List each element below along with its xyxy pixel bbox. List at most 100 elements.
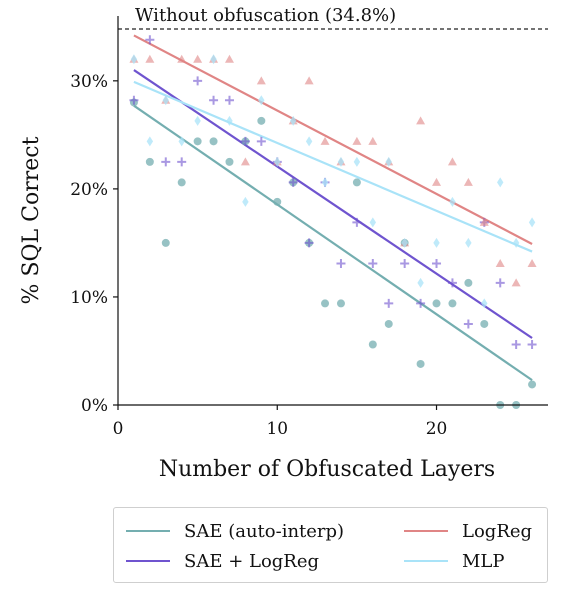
data-point	[400, 258, 410, 268]
legend-swatch	[126, 560, 170, 562]
data-point	[257, 116, 266, 125]
data-point	[336, 258, 346, 268]
data-point	[193, 137, 202, 146]
data-point	[210, 54, 217, 65]
data-point	[481, 298, 488, 309]
legend-item-sae-auto-interp: SAE (auto-interp)	[126, 518, 344, 544]
data-point	[320, 136, 330, 145]
data-point	[528, 217, 536, 228]
legend-swatch	[404, 560, 448, 562]
data-point	[369, 217, 377, 228]
data-point	[240, 157, 250, 166]
data-point	[129, 95, 139, 105]
fit-line-0	[133, 104, 533, 382]
fit-line-1	[133, 69, 533, 339]
fit-line-3	[133, 80, 533, 253]
data-point	[497, 177, 504, 188]
legend: SAE (auto-interp) SAE + LogReg LogReg ML…	[113, 507, 548, 583]
data-point	[337, 156, 345, 167]
data-point	[146, 136, 154, 147]
data-point	[432, 177, 442, 186]
y-tick-label: 30%	[70, 72, 108, 92]
data-point	[145, 54, 155, 63]
data-point	[194, 115, 201, 126]
reference-line-label: Without obfuscation (34.8%)	[135, 5, 396, 26]
data-point	[224, 54, 234, 63]
y-axis-label: % SQL Correct	[19, 136, 44, 304]
data-point	[368, 136, 378, 145]
x-tick-label: 0	[113, 419, 124, 439]
data-point	[226, 115, 233, 126]
data-point	[447, 157, 457, 166]
data-point	[401, 237, 408, 248]
data-point	[256, 136, 266, 146]
data-point	[463, 177, 473, 186]
data-point	[305, 136, 313, 147]
data-point	[495, 278, 505, 288]
data-point	[242, 196, 249, 207]
legend-label: SAE (auto-interp)	[184, 520, 345, 542]
data-point	[273, 197, 282, 206]
data-point	[224, 95, 234, 105]
data-point	[352, 178, 361, 187]
data-point	[145, 35, 155, 45]
data-point	[447, 278, 457, 288]
data-point	[416, 298, 426, 308]
data-point	[384, 319, 393, 328]
legend-item-logreg: LogReg	[404, 518, 532, 544]
data-point	[162, 95, 169, 106]
legend-label: SAE + LogReg	[184, 550, 320, 572]
data-point	[225, 157, 234, 166]
data-point	[463, 319, 473, 329]
legend-swatch	[404, 530, 448, 532]
x-axis-label: Number of Obfuscated Layers	[159, 457, 495, 482]
data-point	[495, 258, 505, 267]
data-point	[130, 54, 138, 65]
data-point	[511, 339, 521, 349]
data-point	[193, 76, 203, 86]
data-point	[274, 156, 281, 167]
data-point	[368, 340, 377, 349]
fit-lines	[133, 34, 533, 382]
data-point	[258, 95, 265, 106]
data-point	[177, 157, 187, 167]
data-point	[240, 136, 250, 146]
legend-item-sae-logreg: SAE + LogReg	[126, 548, 319, 574]
data-point	[448, 299, 457, 308]
axes: 0 10 20 0% 10% 20% 30%	[70, 16, 548, 439]
data-point	[384, 298, 394, 308]
data-point	[528, 380, 537, 389]
legend-item-mlp: MLP	[404, 548, 505, 574]
data-point	[385, 156, 392, 167]
data-point	[433, 237, 440, 248]
data-point	[511, 278, 521, 287]
data-point	[353, 156, 361, 167]
data-point	[449, 196, 456, 207]
data-point	[480, 319, 489, 328]
data-point	[527, 258, 537, 267]
data-point	[161, 238, 170, 247]
data-point	[336, 299, 345, 308]
data-point	[479, 217, 489, 226]
y-tick-label: 0%	[81, 396, 108, 416]
data-point	[321, 299, 330, 308]
data-point	[432, 258, 442, 268]
data-point	[416, 116, 426, 125]
data-point	[304, 76, 314, 85]
x-tick-label: 10	[266, 419, 288, 439]
legend-swatch	[126, 530, 170, 532]
x-tick-label: 20	[426, 419, 448, 439]
data-point	[193, 54, 203, 63]
data-point	[416, 359, 425, 368]
data-point	[512, 237, 520, 248]
data-point	[417, 277, 424, 288]
data-point	[209, 137, 218, 146]
data-point	[321, 177, 329, 188]
data-point	[256, 76, 266, 85]
legend-label: LogReg	[462, 520, 533, 542]
data-point	[352, 136, 362, 145]
fit-line-2	[133, 34, 533, 245]
data-point	[177, 178, 186, 187]
data-points	[129, 35, 537, 409]
